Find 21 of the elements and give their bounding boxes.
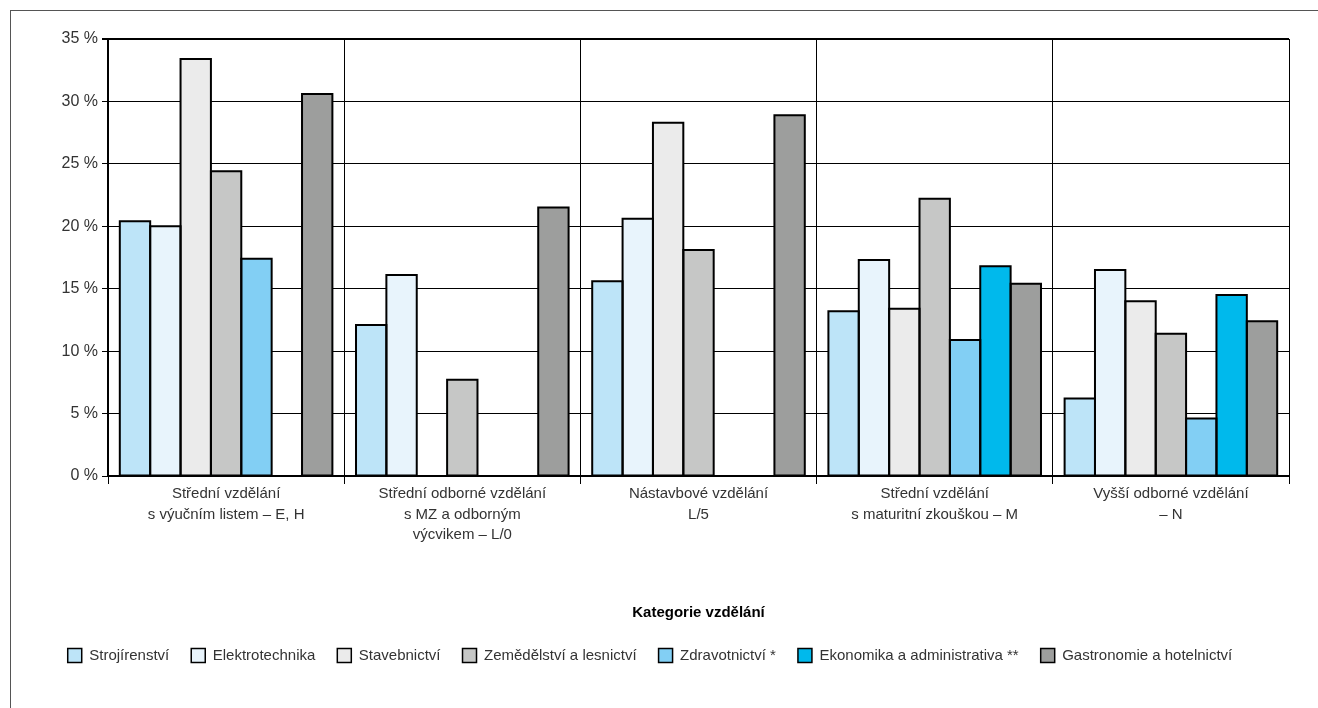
- y-tick-label: 10 %: [61, 341, 98, 359]
- x-tick-label: Vyšší odborné vzdělání – N: [1093, 484, 1250, 522]
- y-tick-label: 15 %: [61, 279, 98, 297]
- x-tick-label: Nástavbové vzdělání L/5: [628, 484, 769, 522]
- x-tick-label: Střední vzdělání s výučním listem – E, H: [147, 484, 305, 522]
- legend-label: Ekonomika a administrativa **: [819, 645, 1019, 663]
- legend-label: Gastronomie a hotelnictví: [1062, 645, 1234, 663]
- y-tick-label: 25 %: [61, 154, 98, 172]
- x-tick-label: Střední odborné vzdělání s MZ a odborným výcvikem – L/0: [378, 484, 547, 542]
- legend-label: Zdravotnictví *: [680, 645, 777, 663]
- y-tick-label: 35 %: [61, 29, 98, 47]
- y-tick-label: 30 %: [61, 91, 98, 109]
- y-tick-label: 0 %: [70, 466, 98, 484]
- legend-label: Stavebnictví: [358, 645, 442, 663]
- legend-label: Zemědělství a lesnictví: [484, 645, 638, 663]
- x-tick-label: Střední vzdělání s maturitní zkouškou – M: [851, 484, 1019, 522]
- legend-label: Strojírenství: [89, 645, 171, 663]
- legend-label: Elektrotechnika: [212, 645, 316, 663]
- x-axis-title: Kategorie vzdělání: [632, 603, 766, 621]
- y-tick-label: 20 %: [61, 216, 98, 234]
- y-tick-label: 5 %: [70, 403, 98, 421]
